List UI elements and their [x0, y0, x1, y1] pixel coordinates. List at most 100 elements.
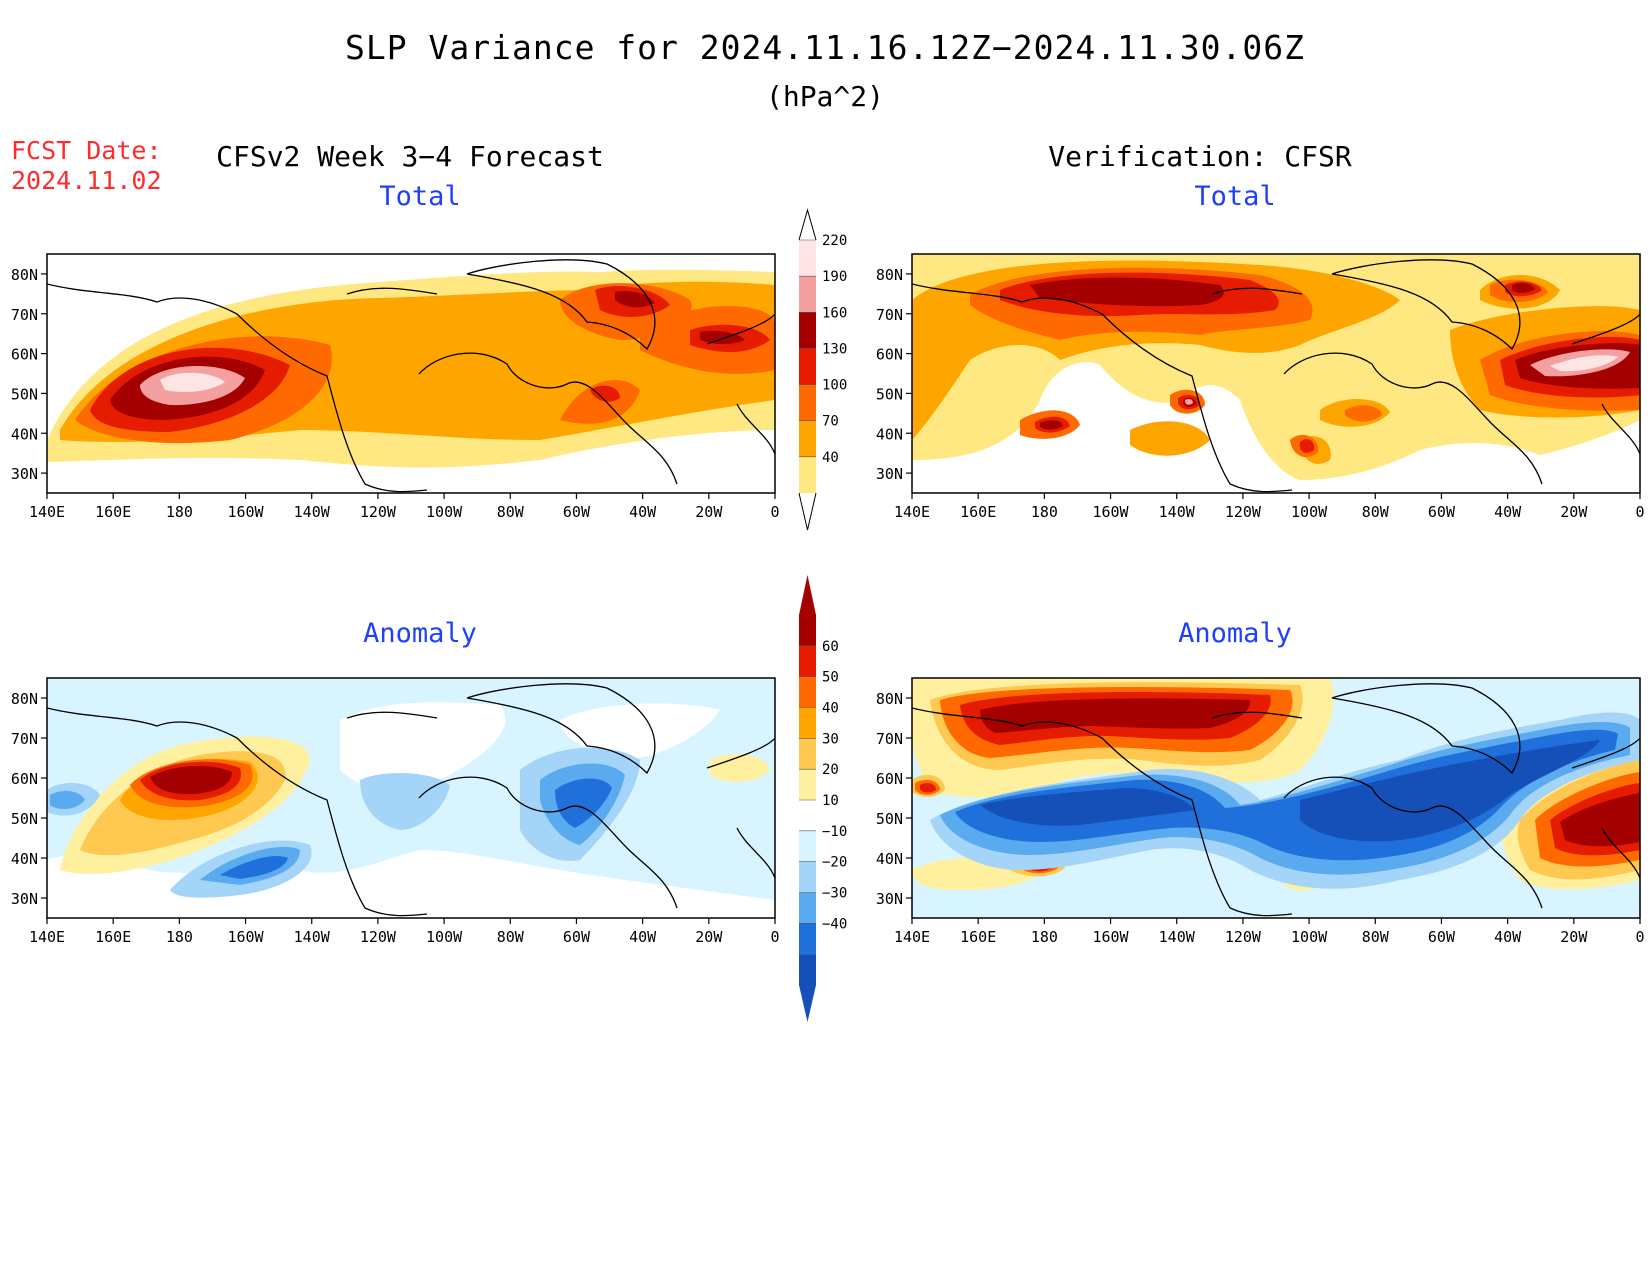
lon-tick-label: 100W: [426, 503, 463, 521]
colorbar-total-swatch: [799, 240, 816, 277]
colorbar-anomaly-swatch: [799, 923, 816, 955]
lon-tick-label: 140W: [1159, 503, 1196, 521]
lon-tick-label: 60W: [563, 503, 591, 521]
lon-tick-label: 60W: [1428, 503, 1456, 521]
colorbar-anomaly: 60 50 40 30 20 10 −10 −20 −30 −40: [799, 575, 847, 1022]
lon-tick-label: 180: [1031, 928, 1058, 946]
lon-tick-label: 0: [770, 928, 779, 946]
map-verif-total: [912, 254, 1640, 493]
lon-tick-label: 140E: [894, 928, 930, 946]
lat-tick-label: 80N: [11, 690, 38, 708]
colorbar-anomaly-swatch: [799, 954, 816, 985]
lat-tick-label: 30N: [876, 890, 903, 908]
frame-fcst-total: [46, 253, 776, 494]
forecast-date: FCST Date: 2024.11.02: [11, 136, 162, 196]
colorbar-anomaly-label: 30: [822, 731, 839, 747]
figure-title: SLP Variance for 2024.11.16.12Z−2024.11.…: [345, 28, 1305, 67]
map-verif-anomaly: [912, 678, 1640, 918]
lat-tick-label: 50N: [11, 385, 38, 403]
lon-tick-label: 120W: [1225, 928, 1262, 946]
colorbar-total-label: 70: [822, 414, 839, 430]
lat-tick-label: 40N: [11, 850, 38, 868]
lon-tick-label: 180: [1031, 503, 1058, 521]
colorbar-total-swatch: [799, 456, 816, 493]
lon-tick-label: 120W: [360, 503, 397, 521]
colorbar-total-swatch: [799, 348, 816, 385]
lon-tick-label: 160W: [227, 928, 264, 946]
lon-tick-label: 20W: [1560, 503, 1588, 521]
colorbar-anomaly-swatch: [799, 892, 816, 924]
frame-fcst-anomaly: [46, 677, 776, 919]
forecast-date-label: FCST Date:: [11, 136, 162, 165]
lon-tick-label: 120W: [1225, 503, 1262, 521]
colorbar-anomaly-label: 20: [822, 762, 839, 778]
lon-tick-label: 160E: [95, 503, 131, 521]
colorbar-anomaly-swatch: [799, 615, 816, 646]
lon-tick-label: 140E: [29, 928, 65, 946]
lon-tick-label: 140E: [894, 503, 930, 521]
lat-tick-label: 50N: [876, 810, 903, 828]
lat-tick-label: 60N: [876, 770, 903, 788]
forecast-column-heading: CFSv2 Week 3−4 Forecast: [216, 140, 604, 173]
colorbar-anomaly-label: −20: [822, 855, 847, 871]
panel-title-fcst-anomaly: Anomaly: [363, 618, 477, 649]
colorbar-total: 40 70 100 130 160 190 220: [798, 208, 847, 531]
colorbar-anomaly-swatch: [799, 861, 816, 893]
lat-tick-label: 40N: [876, 425, 903, 443]
lon-tick-label: 20W: [695, 928, 723, 946]
colorbar-total-swatch: [799, 384, 816, 421]
lat-tick-label: 50N: [11, 810, 38, 828]
map-fcst-total: [47, 254, 775, 493]
colorbar-anomaly-label: −40: [822, 916, 847, 932]
lon-tick-label: 140W: [294, 928, 331, 946]
colorbar-total-label: 130: [822, 341, 847, 357]
lon-tick-label: 100W: [426, 928, 463, 946]
lon-tick-label: 60W: [1428, 928, 1456, 946]
lon-tick-label: 20W: [1560, 928, 1588, 946]
lon-tick-label: 140W: [1159, 928, 1196, 946]
axes-layer: 30N 40N 50N 60N 70N 80N 140E 160E 180 160W 140W 120…: [11, 266, 1645, 946]
colorbar-anomaly-label: 60: [822, 639, 839, 655]
lat-tick-label: 70N: [11, 730, 38, 748]
figure-units: (hPa^2): [765, 80, 884, 113]
lon-tick-label: 120W: [360, 928, 397, 946]
lon-tick-label: 80W: [497, 503, 525, 521]
lon-tick-label: 80W: [1362, 928, 1390, 946]
lon-tick-label: 100W: [1291, 928, 1328, 946]
lat-tick-label: 50N: [876, 385, 903, 403]
colorbar-anomaly-label: −10: [822, 824, 847, 840]
lon-tick-label: 0: [1635, 928, 1644, 946]
colorbar-anomaly-label: −30: [822, 886, 847, 902]
lon-tick-label: 40W: [1494, 503, 1522, 521]
lat-tick-label: 70N: [876, 730, 903, 748]
lat-tick-label: 80N: [876, 266, 903, 284]
lat-tick-label: 40N: [876, 850, 903, 868]
colorbar-anomaly-swatch: [799, 769, 816, 800]
lon-tick-label: 160W: [227, 503, 264, 521]
colorbar-total-swatch: [799, 312, 816, 349]
lon-tick-label: 140E: [29, 503, 65, 521]
colorbar-anomaly-label: 50: [822, 670, 839, 686]
frame-verif-anomaly: [911, 677, 1641, 919]
lon-tick-label: 180: [166, 928, 193, 946]
lat-tick-label: 60N: [876, 346, 903, 364]
colorbar-anomaly-swatch: [799, 676, 816, 708]
colorbar-anomaly-label: 40: [822, 701, 839, 717]
colorbar-total-label: 100: [822, 378, 847, 394]
colorbar-total-label: 40: [822, 450, 839, 466]
lat-tick-label: 70N: [11, 306, 38, 324]
colorbar-total-swatch: [799, 276, 816, 313]
lon-tick-label: 40W: [629, 928, 657, 946]
forecast-date-value: 2024.11.02: [11, 166, 162, 195]
lat-tick-label: 60N: [11, 346, 38, 364]
lon-tick-label: 80W: [497, 928, 525, 946]
lon-tick-label: 40W: [629, 503, 657, 521]
lon-tick-label: 180: [166, 503, 193, 521]
colorbar-total-label: 220: [822, 233, 847, 249]
lon-tick-label: 80W: [1362, 503, 1390, 521]
colorbar-anomaly-swatch: [799, 707, 816, 739]
colorbar-total-extend: [798, 208, 817, 531]
frame-verif-total: [911, 253, 1641, 494]
colorbar-anomaly-swatch: [799, 830, 816, 862]
